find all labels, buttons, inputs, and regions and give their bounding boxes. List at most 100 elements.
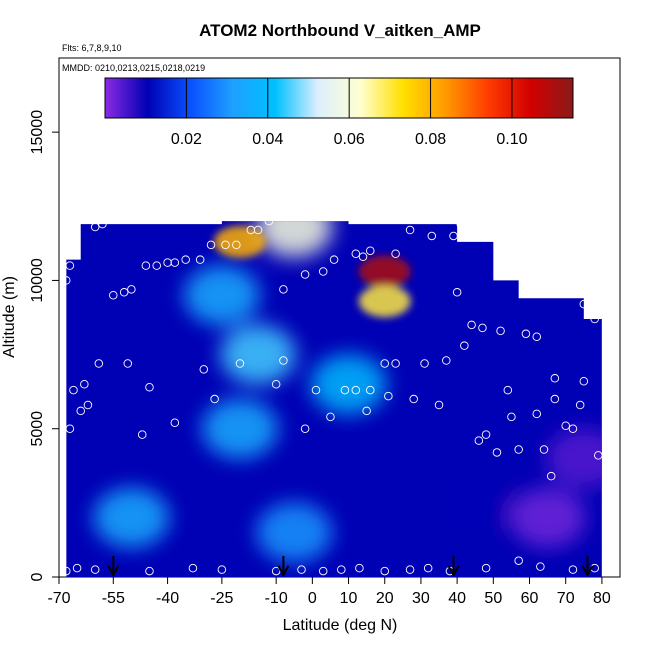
observation-point <box>434 400 444 410</box>
observation-point <box>391 249 400 258</box>
observation-point <box>83 400 93 410</box>
observation-point <box>579 377 589 386</box>
x-tick-label: 40 <box>448 590 466 607</box>
colorbar-gradient <box>104 77 574 119</box>
observation-point <box>391 359 400 368</box>
observation-point <box>481 430 491 439</box>
heat-feature <box>437 472 514 533</box>
observation-point <box>253 225 263 235</box>
observation-point <box>340 385 350 395</box>
observation-point <box>456 219 465 229</box>
observation-point <box>449 231 458 241</box>
observation-point <box>279 285 288 294</box>
x-axis: -70 -55 -40 -25 -10 0 10 20 30 40 50 60 70 80 <box>47 577 611 607</box>
observation-point <box>380 359 389 368</box>
observation-point <box>337 565 346 574</box>
heat-feature <box>310 354 387 415</box>
observation-point <box>65 424 75 433</box>
y-tick-label: 10000 <box>29 258 46 303</box>
colorbar-tick-label: 0.08 <box>415 131 446 148</box>
x-tick-label: -40 <box>156 590 179 607</box>
x-tick-label: 30 <box>412 590 430 607</box>
observation-point <box>380 566 389 576</box>
heat-feature <box>256 221 333 258</box>
basin-arrow <box>447 556 460 578</box>
observation-point <box>318 267 328 276</box>
observation-point <box>532 332 542 342</box>
observation-point <box>532 409 542 419</box>
observation-point <box>300 270 310 279</box>
observation-point <box>311 385 321 395</box>
observation-point <box>271 379 281 389</box>
observation-point <box>326 412 335 422</box>
observation-point <box>405 225 415 235</box>
heat-feature <box>183 265 260 326</box>
observation-point <box>575 400 585 410</box>
observation-point <box>76 406 85 416</box>
colorbar: 0.02 0.04 0.06 0.08 0.10 <box>104 77 574 148</box>
observation-point <box>355 563 364 573</box>
observation-point <box>152 261 161 270</box>
observation-point <box>90 565 100 574</box>
observation-point <box>546 471 556 481</box>
heat-feature <box>213 225 266 258</box>
observation-point <box>61 276 71 285</box>
x-tick-label: 20 <box>376 590 394 607</box>
observation-point <box>297 565 306 574</box>
observation-point <box>123 359 133 368</box>
observation-point <box>550 394 560 404</box>
observation-point <box>539 445 549 454</box>
observation-point <box>170 418 180 428</box>
observation-point <box>318 566 328 576</box>
observation-point <box>127 285 136 294</box>
observation-point <box>300 424 310 433</box>
x-tick-label: 0 <box>308 590 317 607</box>
heat-feature <box>201 398 278 459</box>
observation-point <box>235 359 245 368</box>
basin-arrows <box>107 556 594 578</box>
observation-point <box>90 222 100 232</box>
x-tick-label: -55 <box>102 590 125 607</box>
observation-point <box>206 240 216 250</box>
observation-point <box>80 379 89 389</box>
observation-point <box>199 365 209 374</box>
observation-point <box>232 240 241 250</box>
basin-arrow <box>107 556 120 578</box>
observation-point <box>119 288 129 297</box>
observation-point <box>452 288 462 297</box>
observation-point <box>69 385 78 395</box>
basin-arrow <box>581 556 594 578</box>
observation-point <box>217 565 227 574</box>
observation-point <box>579 299 589 309</box>
observation-point <box>590 314 599 324</box>
observation-point <box>561 421 570 430</box>
observation-point <box>460 341 469 350</box>
observation-point <box>481 563 491 573</box>
observation-point <box>496 326 505 336</box>
heatmap-hotspots <box>213 225 411 318</box>
x-tick-label: 10 <box>340 590 358 607</box>
heat-feature <box>93 487 170 548</box>
observation-point <box>145 382 154 392</box>
basin-arrow <box>277 556 290 578</box>
observation-point <box>366 385 375 395</box>
observation-point <box>141 261 151 270</box>
observation-point <box>358 252 368 261</box>
colorbar-tick-label: 0.06 <box>334 131 365 148</box>
observation-point <box>188 563 198 573</box>
observation-point <box>384 391 393 401</box>
x-axis-label: Latitude (deg N) <box>283 617 398 634</box>
flights-note: Flts: 6,7,8,9,10 <box>62 43 122 53</box>
observation-point <box>594 451 603 460</box>
observation-point <box>423 563 433 573</box>
observation-point <box>405 565 415 574</box>
observation-point <box>61 566 71 576</box>
observation-point <box>109 291 118 300</box>
observation-point <box>474 436 484 445</box>
colorbar-tick-label: 0.04 <box>252 131 283 148</box>
chart-title: ATOM2 Northbound V_aitken_AMP <box>199 21 481 40</box>
observation-point <box>351 249 361 258</box>
heat-feature <box>509 487 586 548</box>
heat-feature <box>358 255 411 288</box>
